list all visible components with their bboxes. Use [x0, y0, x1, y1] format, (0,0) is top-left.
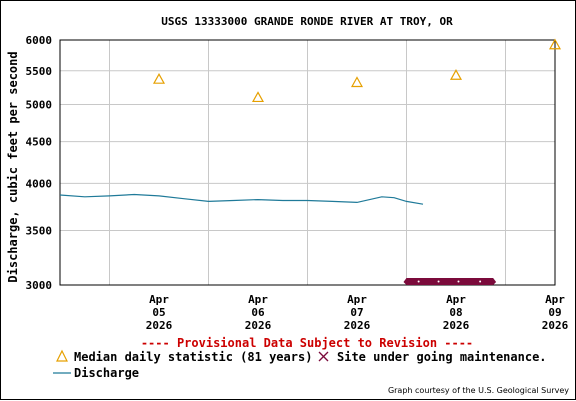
x-tick-label-year: 2026: [245, 319, 272, 332]
series-layer: [59, 193, 424, 205]
y-tick-label: 4000: [26, 177, 53, 190]
y-tick-label: 6000: [26, 34, 53, 47]
x-tick-label-month: Apr: [545, 293, 565, 306]
median-markers: [152, 38, 562, 103]
median-marker: [449, 69, 463, 80]
median-marker: [350, 76, 364, 88]
legend-discharge-label: Discharge: [74, 366, 139, 380]
x-tick-label-day: 08: [449, 306, 462, 319]
chart-title: USGS 13333000 GRANDE RONDE RIVER AT TROY…: [161, 15, 453, 28]
maintenance-bar: [403, 278, 497, 285]
x-tick-label-month: Apr: [446, 293, 466, 306]
provisional-note: ---- Provisional Data Subject to Revisio…: [141, 336, 473, 350]
maintenance-dot: [479, 280, 482, 283]
y-tick-label: 5500: [26, 65, 53, 78]
legend: Median daily statistic (81 years) Site u…: [53, 349, 547, 380]
median-marker: [251, 91, 265, 103]
x-tick-label-month: Apr: [248, 293, 268, 306]
x-axis-ticks: Apr052026Apr062026Apr072026Apr082026Apr0…: [146, 293, 569, 332]
legend-triangle-icon: [56, 349, 68, 362]
x-tick-label-year: 2026: [542, 319, 569, 332]
maintenance-dot: [417, 280, 420, 283]
y-tick-label: 3500: [26, 225, 53, 238]
legend-x-icon: [318, 351, 329, 362]
credit-text: Graph courtesy of the U.S. Geological Su…: [388, 386, 569, 395]
median-marker: [548, 38, 562, 50]
x-tick-label-day: 09: [548, 306, 561, 319]
y-axis-ticks: 6000 5500 5000 4500 4000 3500 3000: [26, 34, 53, 292]
y-tick-label: 5000: [26, 98, 53, 111]
x-tick-label-day: 06: [251, 306, 265, 319]
discharge-series-line: [59, 193, 424, 205]
median-marker: [152, 72, 166, 84]
x-tick-label-month: Apr: [149, 293, 169, 306]
y-tick-label: 4500: [26, 136, 53, 149]
y-axis-label: Discharge, cubic feet per second: [6, 51, 20, 282]
plot-area: [59, 39, 556, 286]
x-tick-label-month: Apr: [347, 293, 367, 306]
grid-lines: [60, 40, 555, 285]
y-tick-label: 3000: [26, 279, 53, 292]
maintenance-dot: [437, 280, 440, 283]
maintenance-bar-shape: [403, 278, 497, 285]
legend-maintenance-label: Site under going maintenance.: [337, 350, 547, 364]
x-tick-label-day: 05: [152, 306, 165, 319]
x-tick-label-day: 07: [350, 306, 363, 319]
x-tick-label-year: 2026: [146, 319, 173, 332]
x-tick-label-year: 2026: [344, 319, 371, 332]
maintenance-dot: [457, 280, 460, 283]
x-tick-label-year: 2026: [443, 319, 470, 332]
legend-median-label: Median daily statistic (81 years): [74, 350, 312, 364]
